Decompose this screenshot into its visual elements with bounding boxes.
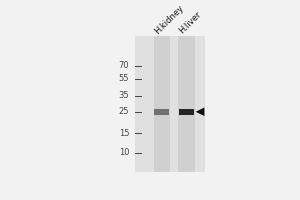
Bar bbox=[154, 109, 169, 115]
Text: 70: 70 bbox=[119, 61, 129, 70]
Text: 35: 35 bbox=[119, 91, 129, 100]
Text: H.kidney: H.kidney bbox=[153, 3, 186, 36]
Bar bbox=[154, 36, 170, 172]
Text: 15: 15 bbox=[119, 129, 129, 138]
Bar bbox=[135, 36, 205, 172]
Text: H.liver: H.liver bbox=[178, 10, 203, 36]
Bar bbox=[179, 109, 194, 115]
Bar bbox=[178, 36, 195, 172]
Text: 10: 10 bbox=[119, 148, 129, 157]
Polygon shape bbox=[196, 107, 204, 116]
Text: 25: 25 bbox=[119, 107, 129, 116]
Text: 55: 55 bbox=[119, 74, 129, 83]
